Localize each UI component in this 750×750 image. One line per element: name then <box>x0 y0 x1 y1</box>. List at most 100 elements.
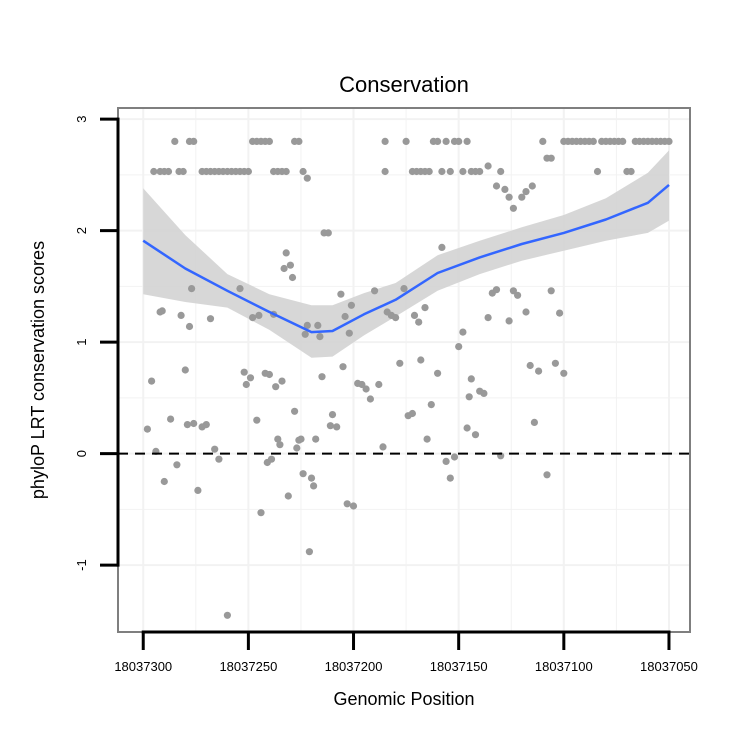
data-point <box>375 380 383 389</box>
data-point <box>551 359 560 367</box>
data-point <box>267 455 276 463</box>
data-point <box>556 309 564 317</box>
x-tick-label: 18037050 <box>640 659 698 674</box>
data-points <box>143 137 673 619</box>
x-tick-label: 18037300 <box>114 659 172 674</box>
y-tick-label: 1 <box>74 338 89 345</box>
data-point <box>450 453 459 461</box>
data-point <box>341 312 349 321</box>
data-point <box>446 167 454 176</box>
y-tick-label: 3 <box>74 115 89 122</box>
data-point <box>150 167 158 176</box>
data-point <box>286 261 294 269</box>
data-point <box>381 137 389 145</box>
data-point <box>265 137 273 145</box>
data-point <box>236 285 244 293</box>
data-point <box>349 502 358 510</box>
data-point <box>255 311 263 319</box>
data-point <box>158 307 166 315</box>
data-point <box>438 167 446 176</box>
plot-panel <box>118 108 690 632</box>
data-point <box>295 137 303 145</box>
data-point <box>535 367 543 375</box>
data-point <box>188 285 196 293</box>
data-point <box>284 492 292 500</box>
data-point <box>492 182 501 190</box>
data-point <box>312 435 320 443</box>
data-point <box>492 286 501 294</box>
data-point <box>202 421 210 429</box>
data-point <box>427 401 435 409</box>
data-point <box>423 435 431 443</box>
data-point <box>619 137 627 145</box>
x-axis: 18037300 18037250 18037200 18037150 18037100… <box>114 630 698 674</box>
data-point <box>505 317 513 325</box>
data-point <box>434 369 442 377</box>
data-point <box>223 611 231 619</box>
data-point <box>484 314 492 322</box>
data-point <box>183 421 191 429</box>
data-point <box>497 167 505 176</box>
data-point <box>244 167 252 176</box>
data-point <box>246 374 255 382</box>
data-point <box>560 369 568 377</box>
data-point <box>518 193 526 201</box>
data-point <box>318 373 326 381</box>
data-point <box>240 368 248 376</box>
data-point <box>547 154 555 162</box>
y-axis-title: phyloP LRT conservation scores <box>28 241 48 499</box>
data-point <box>324 229 332 237</box>
y-tick-label: 2 <box>74 227 89 234</box>
data-point <box>530 418 539 426</box>
data-point <box>345 329 353 337</box>
data-point <box>211 445 219 453</box>
data-point <box>337 290 345 298</box>
data-point <box>459 328 467 336</box>
chart-title: Conservation <box>339 72 469 97</box>
data-point <box>442 137 450 145</box>
data-point <box>543 471 551 479</box>
confidence-band <box>143 150 669 358</box>
data-point <box>164 167 173 176</box>
data-point <box>282 167 290 176</box>
data-point <box>362 385 370 393</box>
data-point <box>316 333 324 341</box>
data-point <box>528 182 536 190</box>
x-tick-label: 18037100 <box>535 659 593 674</box>
data-point <box>501 185 509 193</box>
data-point <box>484 162 492 170</box>
data-point <box>410 311 419 319</box>
data-point <box>143 425 151 433</box>
data-point <box>167 415 175 423</box>
data-point <box>333 423 341 431</box>
data-point <box>627 167 635 176</box>
data-point <box>190 137 198 145</box>
data-point <box>425 167 433 176</box>
data-point <box>505 193 513 201</box>
data-point <box>400 285 408 293</box>
data-point <box>257 509 265 517</box>
data-point <box>514 291 522 299</box>
data-point <box>301 330 309 338</box>
data-point <box>417 356 425 364</box>
data-point <box>446 474 454 482</box>
data-point <box>379 443 387 451</box>
data-point <box>467 375 475 383</box>
data-point <box>293 444 301 452</box>
data-point <box>299 167 307 176</box>
data-point <box>665 137 673 145</box>
y-axis: -1 0 1 2 3 <box>74 115 120 571</box>
data-point <box>274 435 282 443</box>
data-point <box>297 435 305 443</box>
data-point <box>291 407 299 415</box>
data-point <box>179 167 187 176</box>
data-point <box>299 470 307 478</box>
data-point <box>408 409 416 418</box>
data-point <box>471 431 480 439</box>
smooth-trend-line <box>142 183 670 334</box>
data-point <box>509 204 517 212</box>
data-point <box>185 322 194 331</box>
data-point <box>371 287 379 295</box>
data-point <box>465 393 473 401</box>
data-point <box>272 383 280 391</box>
